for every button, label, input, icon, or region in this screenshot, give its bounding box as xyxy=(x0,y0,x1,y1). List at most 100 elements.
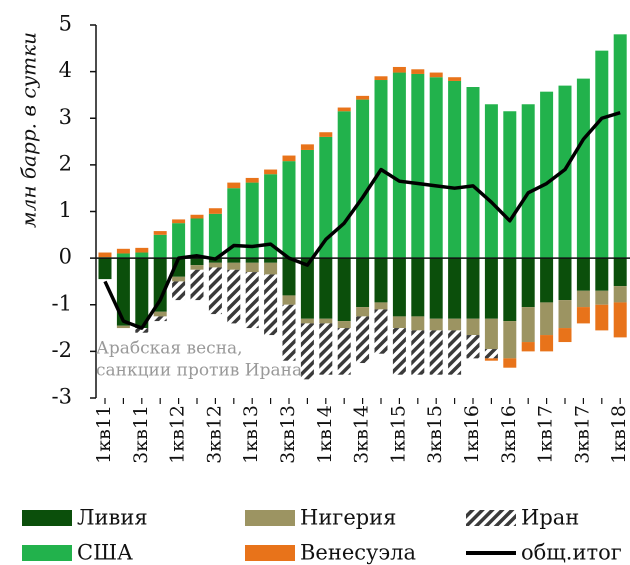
bar xyxy=(503,111,517,259)
bar xyxy=(282,155,296,162)
x-tick-label: 3кв11 xyxy=(130,405,152,464)
bar xyxy=(264,169,278,175)
y-axis-label: млн барр. в сутки xyxy=(17,32,41,228)
bar xyxy=(521,104,535,259)
bar xyxy=(208,262,222,268)
bar xyxy=(429,318,443,331)
bar xyxy=(98,258,112,280)
x-tick-label: 3кв16 xyxy=(498,405,520,464)
bar xyxy=(319,323,333,375)
bar xyxy=(153,231,167,235)
y-tick-label: 4 xyxy=(59,58,72,82)
bar xyxy=(337,258,351,322)
x-tick-label: 1кв18 xyxy=(608,405,630,464)
bar xyxy=(172,223,186,259)
y-tick-label: -1 xyxy=(52,291,72,315)
bar xyxy=(613,286,627,303)
bar xyxy=(172,281,186,301)
bar xyxy=(135,258,149,329)
bar xyxy=(613,258,627,287)
bar xyxy=(135,328,149,333)
bar xyxy=(227,269,241,324)
bar xyxy=(448,77,462,81)
bar xyxy=(392,258,406,317)
bar xyxy=(190,269,204,301)
y-tick-label: 3 xyxy=(59,105,72,129)
bar xyxy=(466,318,480,336)
bar xyxy=(448,258,462,319)
legend-label: общ.итог xyxy=(521,541,622,565)
bar xyxy=(319,132,333,137)
bar xyxy=(595,50,609,259)
legend-label: Иран xyxy=(521,506,579,530)
legend-swatch xyxy=(466,510,516,526)
bar xyxy=(153,234,167,259)
bar xyxy=(411,316,425,331)
bar xyxy=(558,300,572,329)
bar xyxy=(300,318,314,324)
bar xyxy=(300,149,314,259)
bar xyxy=(300,323,314,380)
y-tick-label: 0 xyxy=(59,245,72,269)
bar xyxy=(190,265,204,270)
x-tick-label: 3кв15 xyxy=(424,405,446,464)
bar xyxy=(392,72,406,259)
bar xyxy=(172,219,186,224)
legend-swatch xyxy=(22,510,72,526)
bar xyxy=(337,107,351,112)
x-tick-label: 1кв12 xyxy=(167,405,189,464)
bar xyxy=(356,307,370,317)
bar xyxy=(392,316,406,329)
legend-label: США xyxy=(77,541,133,565)
bar xyxy=(116,258,130,326)
y-tick-label: -3 xyxy=(52,385,72,409)
bar xyxy=(374,302,388,310)
bar xyxy=(153,316,167,322)
bar xyxy=(227,258,241,263)
bar xyxy=(135,252,149,259)
bar xyxy=(245,272,259,329)
bar xyxy=(264,274,278,336)
legend-swatch xyxy=(245,545,295,561)
bar xyxy=(429,258,443,319)
bar xyxy=(116,248,130,254)
bar xyxy=(264,258,278,263)
bar xyxy=(264,262,278,275)
bar xyxy=(282,295,296,305)
bar xyxy=(300,144,314,150)
bar xyxy=(466,335,480,359)
bar xyxy=(411,73,425,259)
bar xyxy=(356,95,370,100)
bar xyxy=(558,258,572,301)
bar xyxy=(540,335,554,352)
x-tick-label: 1кв11 xyxy=(93,405,115,464)
bar xyxy=(356,316,370,364)
bar xyxy=(227,182,241,189)
bar xyxy=(245,262,259,273)
bar xyxy=(429,72,443,78)
bar xyxy=(448,318,462,331)
bar xyxy=(190,258,204,266)
x-tick-label: 3кв14 xyxy=(351,405,373,464)
bar xyxy=(208,213,222,259)
x-tick-label: 1кв13 xyxy=(240,405,262,464)
bar xyxy=(429,330,443,375)
bar xyxy=(503,258,517,322)
total-line xyxy=(103,110,621,330)
x-tick-label: 3кв12 xyxy=(203,405,225,464)
bar xyxy=(392,328,406,375)
bar xyxy=(484,258,498,319)
bar xyxy=(595,258,609,291)
x-tick-label: 3кв17 xyxy=(571,405,593,464)
bar xyxy=(558,328,572,343)
bar xyxy=(190,214,204,219)
bar xyxy=(576,258,590,291)
bar xyxy=(172,276,186,282)
bar xyxy=(319,136,333,259)
bar xyxy=(576,307,590,324)
bar xyxy=(521,307,535,343)
bar xyxy=(576,78,590,259)
bar xyxy=(337,111,351,259)
bar xyxy=(595,290,609,305)
